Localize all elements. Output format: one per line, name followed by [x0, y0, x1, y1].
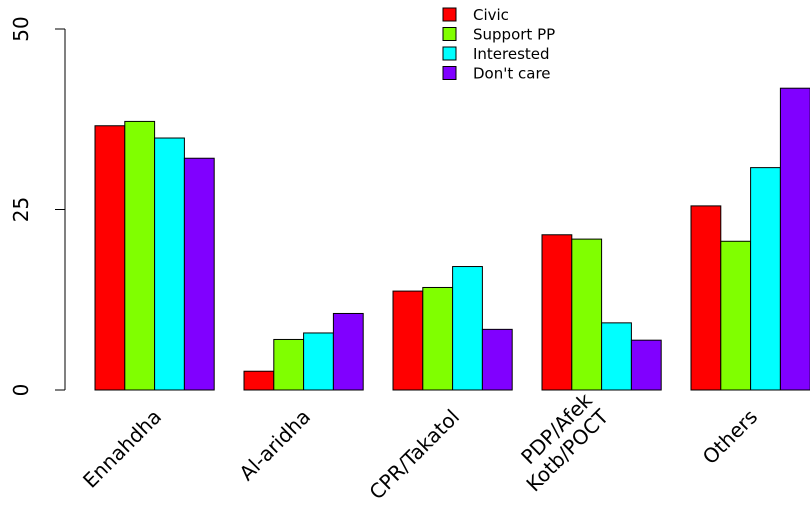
legend-label: Support PP	[473, 26, 555, 44]
legend-label: Civic	[473, 6, 509, 24]
category-label: CPR/Takatol	[364, 405, 464, 505]
legend-label: Interested	[473, 45, 550, 63]
bar-civic-0	[94, 125, 126, 391]
bar-interested-3	[601, 322, 632, 391]
legend-label: Don't care	[473, 65, 551, 83]
bars	[94, 87, 810, 391]
bar-interested-1	[303, 332, 334, 391]
bar-support-pp-1	[273, 338, 305, 391]
bar-support-pp-3	[571, 238, 603, 391]
bar-interested-4	[750, 167, 781, 391]
bar-interested-0	[154, 137, 185, 391]
category-label: Ennahdha	[78, 405, 166, 493]
bar-don-t-care-4	[779, 87, 810, 391]
legend-swatch	[442, 46, 457, 61]
legend-swatch	[442, 27, 457, 41]
bar-support-pp-4	[720, 240, 752, 391]
bar-civic-3	[541, 234, 573, 391]
y-tick-label: 0	[9, 384, 33, 397]
legend-swatch	[442, 66, 457, 80]
bar-interested-2	[452, 266, 483, 391]
bar-don-t-care-2	[481, 328, 513, 391]
bar-don-t-care-0	[183, 157, 215, 391]
bar-support-pp-2	[422, 286, 454, 391]
y-tick-label: 50	[9, 16, 33, 41]
bar-don-t-care-1	[332, 312, 364, 391]
bar-civic-2	[392, 290, 424, 391]
bar-civic-4	[690, 205, 722, 391]
bar-don-t-care-3	[630, 339, 662, 391]
y-axis: 0 25 50	[9, 16, 66, 397]
x-axis-labels: Ennahdha Al-aridha CPR/Takatol PDP/AfekKotb…	[78, 388, 762, 504]
y-tick-label: 25	[9, 197, 33, 222]
bar-civic-1	[243, 370, 275, 391]
category-label: PDP/AfekKotb/POCT	[505, 388, 613, 496]
legend-swatch	[442, 7, 457, 22]
category-label: Al-aridha	[234, 405, 315, 486]
category-label: Others	[698, 405, 763, 470]
bar-support-pp-0	[124, 120, 156, 391]
